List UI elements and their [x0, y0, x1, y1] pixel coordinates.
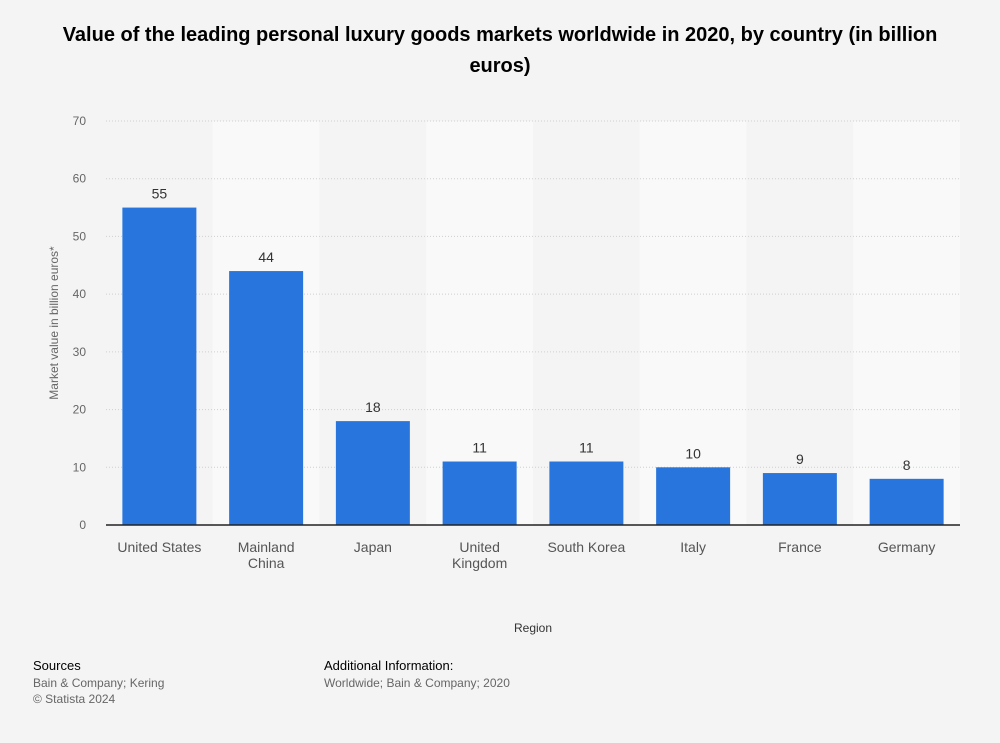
data-label: 11: [579, 440, 594, 456]
additional-info-text: Worldwide; Bain & Company; 2020: [324, 676, 510, 690]
x-tick-label: Mainland: [238, 539, 295, 555]
bar: [229, 271, 304, 525]
y-tick-label: 70: [73, 114, 87, 128]
sources-heading: Sources: [33, 658, 81, 673]
sources-text: Bain & Company; Kering: [33, 676, 165, 690]
bar: [335, 421, 410, 525]
x-tick-label: Japan: [354, 539, 392, 555]
chart-title: Value of the leading personal luxury goo…: [62, 24, 938, 77]
data-label: 9: [796, 451, 804, 467]
bar: [656, 467, 731, 525]
y-tick-label: 60: [73, 172, 87, 186]
y-tick-label: 30: [73, 345, 87, 359]
band-background: [853, 121, 960, 525]
data-label: 55: [152, 186, 168, 202]
x-tick-label: Germany: [878, 539, 936, 555]
bar: [869, 478, 944, 525]
y-axis-title: Market value in billion euros*: [47, 246, 61, 400]
y-tick-label: 50: [73, 229, 87, 243]
x-axis-title: Region: [514, 621, 552, 635]
y-tick-label: 40: [73, 287, 87, 301]
data-label: 8: [903, 457, 911, 473]
x-tick-label: Kingdom: [452, 555, 507, 571]
band-background: [639, 121, 747, 525]
data-label: 11: [472, 440, 487, 456]
copyright: © Statista 2024: [33, 692, 116, 706]
data-label: 10: [685, 445, 701, 461]
y-tick-label: 0: [79, 518, 86, 532]
x-tick-label: United States: [117, 539, 201, 555]
bar: [762, 473, 837, 525]
x-tick-label: France: [778, 539, 822, 555]
data-label: 44: [258, 249, 274, 265]
additional-info-heading: Additional Information:: [324, 658, 454, 673]
band-background: [426, 121, 533, 525]
x-tick-label: South Korea: [547, 539, 625, 555]
x-tick-label: China: [248, 555, 285, 571]
bar: [122, 207, 197, 526]
x-tick-label: Italy: [680, 539, 706, 555]
x-tick-label: United: [459, 539, 499, 555]
bar: [549, 461, 624, 525]
y-tick-label: 10: [73, 460, 87, 474]
data-label: 18: [365, 399, 381, 415]
y-tick-label: 20: [73, 403, 87, 417]
bar: [442, 461, 517, 525]
